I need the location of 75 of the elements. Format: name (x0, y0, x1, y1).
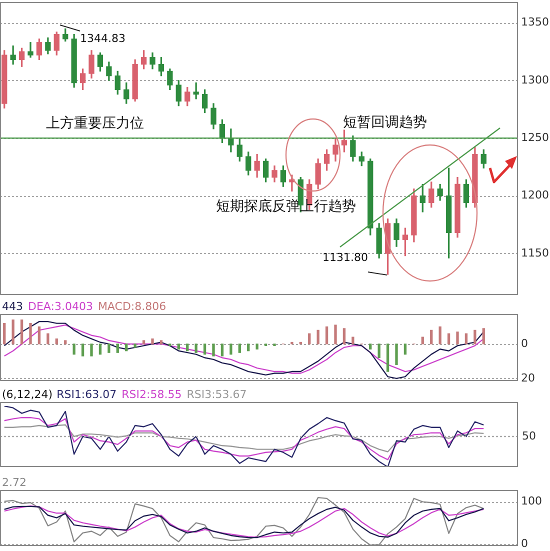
bar (456, 332, 459, 344)
bar (308, 333, 311, 344)
text: RSI2:58.55 (122, 388, 182, 401)
bar (290, 342, 294, 344)
y-tick-label: 0 (521, 336, 528, 350)
text: MACD:8.806 (98, 300, 166, 313)
bar (421, 336, 424, 344)
bar (386, 344, 390, 372)
bar (430, 330, 433, 344)
bar (55, 338, 58, 344)
bar (482, 328, 485, 344)
bar (20, 320, 24, 344)
bar (186, 344, 189, 352)
bar (395, 344, 398, 365)
series-label: RSI1:63.07 (56, 388, 117, 401)
series-label: 443 (2, 300, 23, 313)
y-tick-label: 1150 (521, 246, 549, 260)
bar (438, 326, 442, 344)
y-tick-label: 1300 (521, 73, 549, 86)
bar (334, 324, 337, 344)
bar (108, 344, 110, 353)
bar (142, 340, 146, 344)
bar (230, 344, 232, 355)
bar (474, 330, 476, 344)
y-tick-label: 1350 (521, 16, 549, 29)
bar (464, 333, 468, 344)
bar (151, 338, 154, 344)
text: RSI3:53.67 (186, 388, 247, 401)
bar (352, 336, 354, 344)
bar (256, 344, 258, 350)
bar (98, 344, 102, 355)
bar (378, 344, 380, 358)
bar (273, 344, 276, 346)
bar (212, 344, 215, 356)
bar (177, 344, 180, 350)
bar (203, 344, 206, 355)
bar (134, 344, 136, 348)
bar (316, 330, 320, 344)
bar (194, 344, 198, 353)
bar (299, 342, 302, 344)
annotation: 1344.83 (80, 32, 126, 45)
series-label: DEA:3.0403 (28, 300, 93, 313)
bar (72, 344, 76, 355)
bar (238, 344, 241, 353)
y-tick-label: 0 (521, 536, 528, 550)
bar (3, 322, 6, 344)
bar (12, 320, 14, 344)
bar (160, 340, 163, 344)
bar (81, 344, 84, 356)
bar (220, 344, 224, 356)
y-tick-label: 20 (521, 371, 535, 384)
bar (264, 344, 268, 346)
bar (90, 344, 93, 356)
chart-title: (6,12,24) (2, 388, 53, 401)
ref-line-label: 50 (522, 429, 536, 442)
series-label: 2.72 (2, 476, 26, 489)
bar (247, 344, 250, 352)
annotation: 短暂回调趋势 (343, 114, 427, 131)
bar (46, 333, 50, 344)
bar (404, 344, 407, 355)
bar (325, 326, 328, 344)
bar (116, 344, 119, 353)
bar (342, 328, 346, 344)
bar (38, 326, 41, 344)
bar (447, 333, 450, 344)
y-tick-label: 1200 (521, 188, 549, 202)
bar (168, 344, 172, 346)
annotation: 1131.80 (322, 250, 368, 264)
y-tick-label: 100 (521, 494, 542, 508)
bar (29, 322, 32, 344)
bar (369, 344, 372, 350)
bar (125, 344, 128, 352)
bar (64, 340, 67, 344)
annotation: 上方重要压力位 (46, 116, 144, 132)
y-tick-label: 1250 (521, 130, 549, 144)
